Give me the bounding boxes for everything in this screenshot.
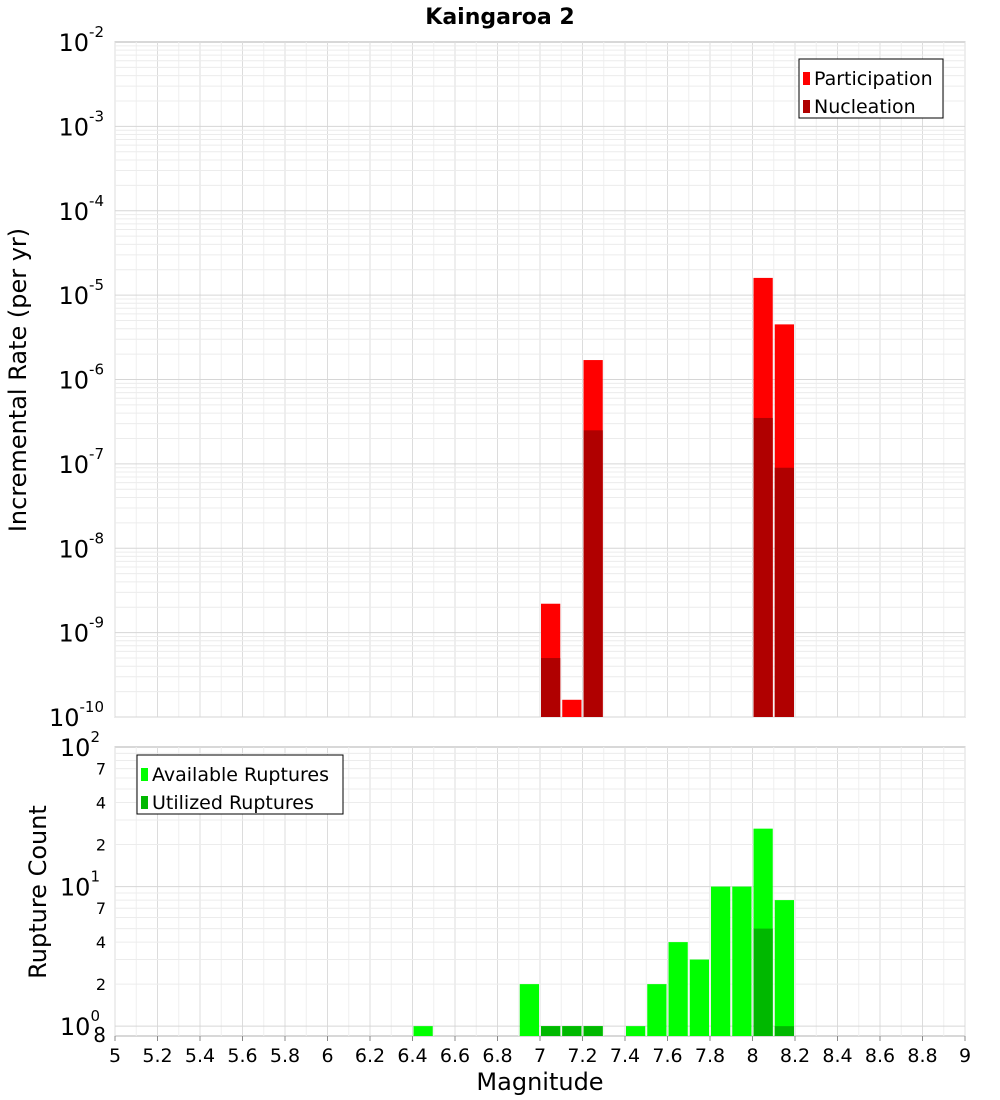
legend-swatch (141, 768, 148, 781)
y-tick-label: 10-9 (58, 614, 104, 648)
x-tick-label: 6.8 (482, 1045, 512, 1067)
bottom-bar-utilized-ruptures (583, 1026, 603, 1036)
top-bar-nucleation (583, 430, 603, 717)
x-tick-label: 6.6 (440, 1045, 470, 1067)
x-tick-label: 5.4 (185, 1045, 215, 1067)
bottom-bar-utilized-ruptures (753, 928, 773, 1036)
y-minor-tick-label: 4 (96, 933, 106, 952)
x-axis-label: Magnitude (476, 1068, 603, 1096)
legend-swatch (141, 796, 148, 809)
legend-label: Participation (814, 68, 933, 90)
y-tick-label: 10-10 (49, 698, 104, 732)
y-minor-tick-label: 7 (96, 899, 106, 918)
top-legend: Participation Nucleation (798, 58, 944, 119)
bottom-bar-available-ruptures (668, 942, 688, 1036)
bottom-bar-available-ruptures (774, 900, 794, 1036)
x-tick-label: 6.4 (397, 1045, 427, 1067)
bottom-bar-available-ruptures (647, 984, 667, 1036)
legend-box (798, 58, 944, 119)
top-bar-participation (562, 699, 582, 717)
bottom-legend: Available Ruptures Utilized Ruptures (136, 754, 344, 815)
y-minor-tick-label: 2 (96, 975, 106, 994)
legend-label: Nucleation (814, 96, 916, 118)
bottom-bar-available-ruptures (626, 1026, 646, 1036)
bottom-y-ticks: 100 101 102 8 2 4 7 2 4 7 (60, 728, 106, 1047)
x-tick-label: 8.6 (865, 1045, 895, 1067)
x-tick-label: 7.2 (567, 1045, 597, 1067)
x-tick-label: 7.8 (695, 1045, 725, 1067)
legend-box (136, 754, 344, 815)
y-tick-label: 10-4 (58, 192, 104, 226)
top-bar-nucleation (541, 658, 561, 717)
bottom-bar-utilized-ruptures (774, 1026, 794, 1036)
bottom-bar-utilized-ruptures (541, 1026, 561, 1036)
x-tick-label: 5 (109, 1045, 121, 1067)
x-tick-label: 6.2 (355, 1045, 385, 1067)
bottom-bar-available-ruptures (519, 984, 539, 1036)
chart-title: Kaingaroa 2 (425, 5, 574, 30)
y-tick-label: 10-2 (58, 23, 104, 57)
x-tick-label: 5.2 (142, 1045, 172, 1067)
bottom-bar-available-ruptures (689, 959, 709, 1036)
bottom-bar-available-ruptures (711, 886, 731, 1036)
top-bars (541, 277, 794, 717)
bottom-y-axis-label: Rupture Count (24, 805, 52, 979)
y-minor-tick-label: 8 (93, 1023, 106, 1047)
x-tick-label: 6 (321, 1045, 333, 1067)
bottom-bar-utilized-ruptures (562, 1026, 582, 1036)
x-tick-label: 8.8 (907, 1045, 937, 1067)
y-tick-label: 102 (60, 728, 100, 762)
y-tick-label: 100 (60, 1007, 100, 1041)
top-y-ticks: 10-10 10-9 10-8 10-7 10-6 10-5 10-4 10-3 10-2 (49, 23, 104, 732)
x-ticks: 5 5.2 5.4 5.6 5.8 6 6.2 6.4 6.6 6.8 7 7.2 7.4 7.6 7.8 8… (109, 1036, 971, 1067)
y-minor-tick-label: 7 (96, 760, 106, 779)
bottom-panel: 100 101 102 8 2 4 7 2 4 7 5 5.2 5.4 5.6 5.8 6 6.2 6.4 6.6… (24, 728, 971, 1096)
x-tick-label: 9 (959, 1045, 971, 1067)
top-y-axis-label: Incremental Rate (per yr) (4, 228, 32, 532)
y-tick-label: 10-7 (58, 445, 104, 479)
bottom-bar-available-ruptures (413, 1026, 433, 1036)
legend-label: Available Ruptures (152, 764, 329, 786)
legend-swatch (803, 100, 810, 113)
top-panel: 10-10 10-9 10-8 10-7 10-6 10-5 10-4 10-3 10-2 In… (4, 23, 966, 732)
legend-label: Utilized Ruptures (152, 792, 314, 814)
x-tick-label: 7 (534, 1045, 546, 1067)
x-tick-label: 5.8 (270, 1045, 300, 1067)
top-bar-nucleation (753, 417, 773, 717)
x-tick-label: 7.4 (610, 1045, 640, 1067)
x-tick-label: 8.2 (780, 1045, 810, 1067)
x-tick-label: 5.6 (227, 1045, 257, 1067)
y-tick-label: 10-6 (58, 361, 104, 395)
legend-swatch (803, 72, 810, 85)
y-tick-label: 10-8 (58, 529, 104, 563)
x-tick-label: 8 (746, 1045, 758, 1067)
bottom-grid (114, 747, 966, 1036)
bottom-bars (413, 828, 794, 1036)
x-tick-label: 8.4 (822, 1045, 852, 1067)
y-tick-label: 10-3 (58, 107, 104, 141)
bottom-bar-available-ruptures (732, 886, 752, 1036)
x-tick-label: 7.6 (652, 1045, 682, 1067)
top-grid (114, 42, 966, 718)
y-tick-label: 101 (60, 868, 100, 902)
y-minor-tick-label: 4 (96, 794, 106, 813)
y-minor-tick-label: 2 (96, 836, 106, 855)
y-tick-label: 10-5 (58, 276, 104, 310)
top-bar-nucleation (774, 467, 794, 717)
